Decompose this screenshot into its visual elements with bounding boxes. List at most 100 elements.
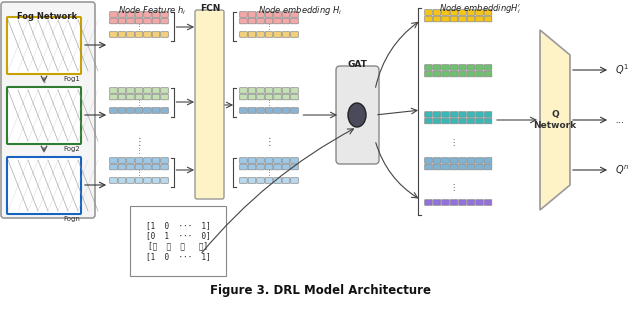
FancyBboxPatch shape [425, 118, 432, 124]
Text: ⋮: ⋮ [265, 137, 275, 147]
FancyBboxPatch shape [240, 94, 247, 100]
FancyBboxPatch shape [7, 157, 81, 214]
FancyBboxPatch shape [425, 200, 432, 205]
FancyBboxPatch shape [291, 12, 298, 17]
FancyBboxPatch shape [152, 18, 160, 24]
Text: Adjacency Matrix: Adjacency Matrix [145, 208, 211, 217]
FancyBboxPatch shape [274, 94, 282, 100]
FancyBboxPatch shape [442, 16, 449, 22]
FancyBboxPatch shape [476, 71, 483, 77]
FancyBboxPatch shape [240, 158, 247, 163]
FancyBboxPatch shape [144, 94, 151, 100]
FancyBboxPatch shape [127, 88, 134, 93]
FancyBboxPatch shape [135, 18, 143, 24]
FancyBboxPatch shape [144, 108, 151, 113]
FancyBboxPatch shape [144, 164, 151, 170]
FancyBboxPatch shape [442, 10, 449, 15]
FancyBboxPatch shape [291, 32, 298, 37]
FancyBboxPatch shape [282, 32, 290, 37]
FancyBboxPatch shape [425, 164, 432, 170]
FancyBboxPatch shape [467, 10, 475, 15]
Text: Fog Network: Fog Network [17, 12, 77, 21]
Text: ⋮: ⋮ [266, 169, 273, 175]
FancyBboxPatch shape [7, 87, 81, 144]
FancyBboxPatch shape [118, 12, 126, 17]
FancyBboxPatch shape [240, 164, 247, 170]
FancyBboxPatch shape [484, 65, 492, 70]
Text: $Q^n$: $Q^n$ [615, 163, 629, 177]
FancyBboxPatch shape [118, 94, 126, 100]
FancyBboxPatch shape [265, 178, 273, 183]
FancyBboxPatch shape [195, 10, 224, 199]
FancyBboxPatch shape [161, 32, 168, 37]
FancyBboxPatch shape [433, 118, 441, 124]
FancyBboxPatch shape [282, 88, 290, 93]
FancyBboxPatch shape [467, 65, 475, 70]
FancyBboxPatch shape [442, 164, 449, 170]
FancyBboxPatch shape [161, 158, 168, 163]
Ellipse shape [348, 103, 366, 127]
FancyBboxPatch shape [291, 94, 298, 100]
FancyBboxPatch shape [152, 88, 160, 93]
FancyBboxPatch shape [442, 158, 449, 163]
Text: Node Feature $h_i$: Node Feature $h_i$ [118, 4, 186, 16]
FancyBboxPatch shape [144, 158, 151, 163]
FancyBboxPatch shape [135, 94, 143, 100]
FancyBboxPatch shape [484, 71, 492, 77]
FancyBboxPatch shape [291, 158, 298, 163]
FancyBboxPatch shape [282, 94, 290, 100]
FancyBboxPatch shape [135, 12, 143, 17]
FancyBboxPatch shape [248, 12, 256, 17]
FancyBboxPatch shape [161, 108, 168, 113]
FancyBboxPatch shape [442, 118, 449, 124]
FancyBboxPatch shape [127, 94, 134, 100]
FancyBboxPatch shape [152, 12, 160, 17]
FancyBboxPatch shape [248, 32, 256, 37]
Text: ⋮: ⋮ [135, 137, 145, 147]
Text: ⋮: ⋮ [136, 169, 143, 175]
FancyBboxPatch shape [248, 164, 256, 170]
FancyBboxPatch shape [484, 118, 492, 124]
Text: Node embedding $H_i$: Node embedding $H_i$ [258, 4, 342, 17]
FancyBboxPatch shape [433, 158, 441, 163]
FancyBboxPatch shape [467, 71, 475, 77]
FancyBboxPatch shape [274, 178, 282, 183]
FancyBboxPatch shape [257, 108, 264, 113]
FancyBboxPatch shape [161, 12, 168, 17]
FancyBboxPatch shape [135, 108, 143, 113]
FancyBboxPatch shape [265, 164, 273, 170]
Text: ⋮: ⋮ [449, 183, 457, 192]
Text: ⋮: ⋮ [266, 99, 273, 105]
FancyBboxPatch shape [459, 200, 467, 205]
FancyBboxPatch shape [450, 164, 458, 170]
FancyBboxPatch shape [118, 18, 126, 24]
Text: Figure 3. DRL Model Architecture: Figure 3. DRL Model Architecture [209, 284, 431, 297]
FancyBboxPatch shape [265, 94, 273, 100]
FancyBboxPatch shape [459, 112, 467, 117]
FancyBboxPatch shape [109, 108, 117, 113]
Text: Q
Network: Q Network [533, 110, 577, 130]
FancyBboxPatch shape [450, 65, 458, 70]
FancyBboxPatch shape [433, 200, 441, 205]
FancyBboxPatch shape [459, 164, 467, 170]
FancyBboxPatch shape [433, 16, 441, 22]
FancyBboxPatch shape [152, 32, 160, 37]
FancyBboxPatch shape [109, 88, 117, 93]
FancyBboxPatch shape [442, 200, 449, 205]
FancyBboxPatch shape [1, 2, 95, 218]
FancyBboxPatch shape [282, 178, 290, 183]
FancyBboxPatch shape [467, 112, 475, 117]
FancyBboxPatch shape [274, 108, 282, 113]
FancyBboxPatch shape [282, 158, 290, 163]
FancyBboxPatch shape [265, 32, 273, 37]
Text: $Q^1$: $Q^1$ [615, 63, 629, 77]
FancyBboxPatch shape [257, 178, 264, 183]
FancyBboxPatch shape [152, 164, 160, 170]
FancyBboxPatch shape [291, 164, 298, 170]
FancyBboxPatch shape [257, 164, 264, 170]
FancyBboxPatch shape [265, 18, 273, 24]
FancyBboxPatch shape [282, 18, 290, 24]
FancyBboxPatch shape [476, 118, 483, 124]
FancyBboxPatch shape [118, 88, 126, 93]
FancyBboxPatch shape [127, 164, 134, 170]
